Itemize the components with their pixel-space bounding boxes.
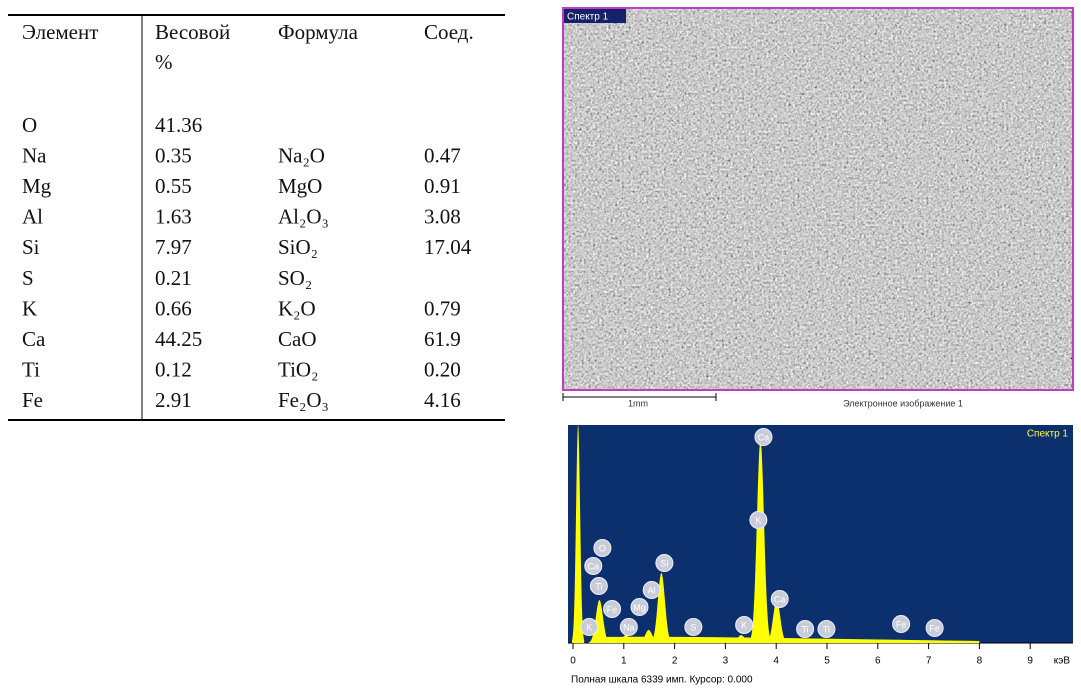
peak-marker-label: K	[586, 622, 592, 632]
x-tick-label: 6	[875, 656, 881, 667]
table-cell: 7.97	[155, 235, 192, 259]
table-cell: Fe	[22, 388, 43, 412]
peak-marker-label: Ca	[588, 561, 600, 571]
table-cell: Fe₂O₃	[278, 388, 329, 412]
table-cell: O	[22, 113, 37, 137]
table-cell: Na	[22, 143, 47, 167]
table: Элемент Весовой% Формула Соед. O 41.36 Na 0.35 N…	[22, 20, 474, 412]
table-cell: Mg	[22, 174, 52, 198]
peak-marker-label: K	[741, 620, 747, 630]
table-cell: Ti	[22, 358, 40, 382]
table-cell: 17.04	[424, 235, 472, 259]
table-header: Формула	[278, 20, 359, 44]
x-tick-label: 1	[621, 656, 627, 667]
table-cell: 61.9	[424, 327, 461, 351]
table-cell: SO₂	[278, 266, 312, 290]
x-tick-label: 2	[672, 656, 678, 667]
table-header: Соед.	[424, 20, 474, 44]
peak-marker-label: Ca	[758, 432, 770, 442]
peak-marker-label: Fe	[896, 619, 907, 629]
x-tick-label: 0	[570, 656, 576, 667]
peak-marker-label: Ca	[774, 594, 786, 604]
table-cell: 3.08	[424, 205, 461, 229]
table-cell: 0.20	[424, 358, 461, 382]
x-tick-label: 4	[773, 656, 779, 667]
x-tick-label: 5	[824, 656, 830, 667]
peak-marker-label: S	[690, 622, 696, 632]
x-tick-label: 3	[723, 656, 729, 667]
table-cell: Al	[22, 205, 43, 229]
table-cell: S	[22, 266, 34, 290]
table-cell: 0.91	[424, 174, 461, 198]
page: Элемент Весовой% Формула Соед. O 41.36 Na 0.35 N…	[0, 0, 1081, 687]
peak-marker-label: Ti	[823, 624, 830, 634]
peak-marker-label: Fe	[929, 623, 940, 633]
table-cell: Al₂O₃	[278, 205, 329, 229]
x-tick-label: 8	[977, 656, 983, 667]
table-header: Весовой%	[155, 20, 230, 74]
table-cell: 0.47	[424, 143, 461, 167]
table-cell: 1.63	[155, 205, 192, 229]
table-cell: 41.36	[155, 113, 202, 137]
table-cell: 44.25	[155, 327, 202, 351]
table-cell: 0.35	[155, 143, 192, 167]
peak-marker-label: Mg	[633, 602, 646, 612]
table-header: Элемент	[22, 20, 98, 44]
peak-marker-label: Ti	[802, 624, 809, 634]
spectrum-title: Спектр 1	[1027, 429, 1069, 440]
x-tick-label: 9	[1027, 656, 1033, 667]
table-cell: K₂O	[278, 296, 316, 320]
image-label: Спектр 1	[567, 12, 609, 23]
table-cell: K	[22, 296, 37, 320]
table-cell: SiO₂	[278, 235, 318, 259]
table-cell: Ca	[22, 327, 46, 351]
table-cell: 0.55	[155, 174, 192, 198]
table-cell: Na₂O	[278, 143, 325, 167]
table-cell: 0.79	[424, 296, 461, 320]
table-cell: TiO₂	[278, 358, 318, 382]
peak-marker-label: Si	[660, 558, 668, 568]
table-cell: MgO	[278, 174, 322, 198]
table-cell: 0.66	[155, 296, 192, 320]
peak-marker-label: Fe	[607, 604, 618, 614]
table-cell: 2.91	[155, 388, 192, 412]
x-tick-label: 7	[926, 656, 932, 667]
table-cell: Si	[22, 235, 40, 259]
image-caption: Электронное изображение 1	[843, 398, 963, 408]
peak-marker-label: K	[755, 515, 761, 525]
sem-image	[563, 8, 1073, 390]
peak-marker-label: Ti	[595, 581, 602, 591]
table-cell: 0.21	[155, 266, 192, 290]
spectrum-footer: Полная шкала 6339 имп. Курсор: 0.000	[571, 675, 753, 686]
x-axis-unit: кэВ	[1054, 656, 1071, 667]
table-cell: CaO	[278, 327, 317, 351]
peak-marker-label: Al	[648, 585, 656, 595]
table-cell: 4.16	[424, 388, 461, 412]
table-cell: 0.12	[155, 358, 192, 382]
peak-marker-label: Na	[623, 622, 635, 632]
scale-label: 1mm	[628, 398, 648, 408]
peak-marker-label: O	[599, 543, 606, 553]
